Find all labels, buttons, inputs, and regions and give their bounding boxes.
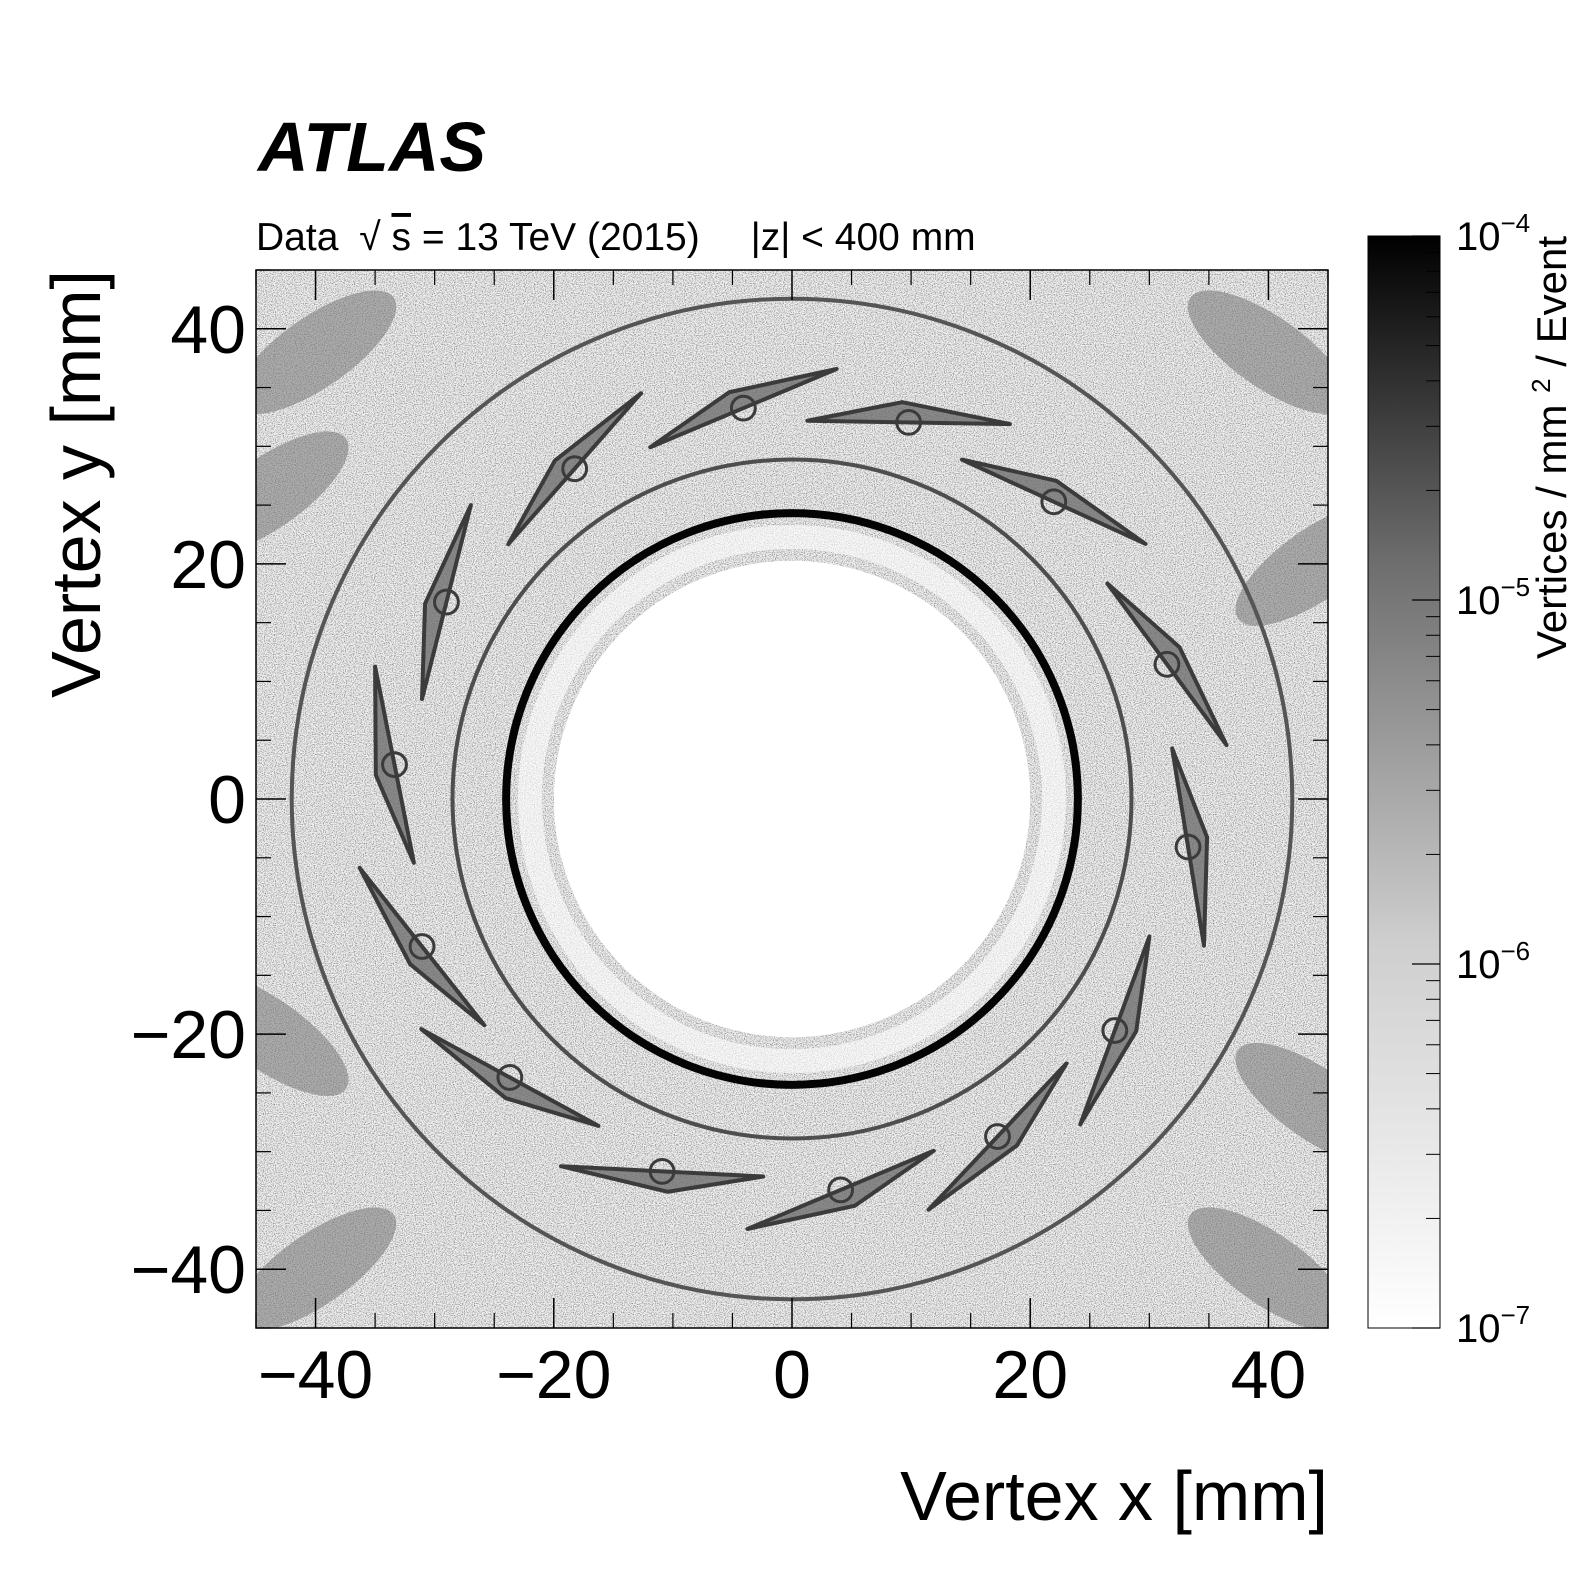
y-tick-label: −40 [131,1232,246,1308]
plot-subtitle: Data √ s = 13 TeV (2015) |z| < 400 mm [256,216,976,259]
colorbar-frame [1367,235,1441,1329]
stave-module [373,664,416,865]
colorbar-title-main: Vertices / mm [1528,405,1575,659]
y-axis-label: Vertex y [mm] [37,270,115,698]
support-shadow [1187,290,1328,415]
colorbar-tick-base: 10 [1456,1307,1501,1351]
subtitle-cut: |z| < 400 mm [751,216,976,259]
support-shadow [1187,1207,1328,1328]
x-tick-label: 20 [992,1337,1068,1413]
x-axis-label: Vertex x [mm] [900,1457,1328,1535]
cooling-pipe [433,588,460,616]
x-tick-label: 0 [773,1337,811,1413]
support-shadow [256,290,397,415]
experiment-label: ATLAS [256,108,486,186]
cooling-pipe [408,933,436,960]
beam-pipe-halo [518,525,1066,1073]
colorbar-title-suffix: / Event [1528,236,1575,367]
stave-module [1105,581,1229,748]
cooling-pipe [1153,650,1181,678]
colorbar-tick-exponent: −5 [1501,572,1531,602]
colorbar-title-sup: 2 [1526,378,1556,392]
cooling-pipe [648,1157,676,1185]
support-shadow [256,431,349,556]
stave-module [745,1148,936,1231]
cooling-pipe [1040,488,1068,516]
y-tick-label: 40 [170,292,246,368]
colorbar-tick-base: 10 [1456,943,1501,987]
colorbar-tick-label: 10−4 [1456,208,1530,259]
y-tick-label: 20 [170,527,246,603]
x-tick-label: −40 [258,1337,373,1413]
stave-module [420,503,473,702]
colorbar-tick-exponent: −4 [1501,208,1531,238]
stave-module [558,1164,766,1194]
y-tick-label: −20 [131,997,246,1073]
stave-module [1078,934,1152,1127]
colorbar-title: Vertices / mm 2 / Event [1512,236,1575,659]
cooling-pipe [1174,833,1202,861]
colorbar-tick-base: 10 [1456,215,1501,259]
y-tick-label: 0 [208,762,246,838]
heatmap-area [256,270,1328,1328]
cooling-pipe [496,1064,524,1091]
colorbar-tick-label: 10−5 [1456,572,1530,623]
support-shadow [1235,1042,1328,1167]
x-tick-label: −20 [496,1337,611,1413]
subtitle-prefix: Data [256,216,339,259]
colorbar-tick-exponent: −7 [1501,1300,1531,1330]
cooling-pipe [381,751,408,779]
cooling-pipe [1101,1017,1129,1044]
cooling-pipe [827,1176,855,1204]
sqrt-variable: s [391,216,411,259]
beam-pipe-interior [553,560,1031,1038]
stave-module [648,367,839,450]
beam-pipe-ring [502,509,1082,1089]
colorbar-tick-exponent: −6 [1501,936,1531,966]
colorbar-tick-label: 10−7 [1456,1300,1530,1351]
stave-module [419,1027,601,1128]
stave-module [506,391,644,547]
x-axis-ticks: −40 −20 0 20 40 [255,270,1329,1413]
cooling-pipe [729,394,757,422]
sqrt-symbol: √ [359,216,381,259]
support-shadow [256,1207,397,1328]
subtitle-energy: = 13 TeV (2015) [422,216,700,259]
stave-module [357,865,487,1028]
cooling-pipe [984,1123,1011,1150]
inner-support-ring [450,457,1134,1141]
colorbar-tick-base: 10 [1456,579,1501,623]
colorbar-tick-label: 10−6 [1456,936,1530,987]
stave-module [926,1061,1069,1212]
stave-module [1170,746,1210,948]
stave-module [959,457,1148,546]
cooling-pipe [895,408,923,436]
stave-module [805,400,1012,427]
x-tick-label: 40 [1231,1337,1307,1413]
cooling-pipe [561,455,589,483]
y-axis-ticks: −40 −20 0 20 40 [131,269,1328,1329]
colorbar-ticks: 10−410−510−610−7 [1412,208,1530,1351]
colorbar-gradient [1368,236,1440,1328]
